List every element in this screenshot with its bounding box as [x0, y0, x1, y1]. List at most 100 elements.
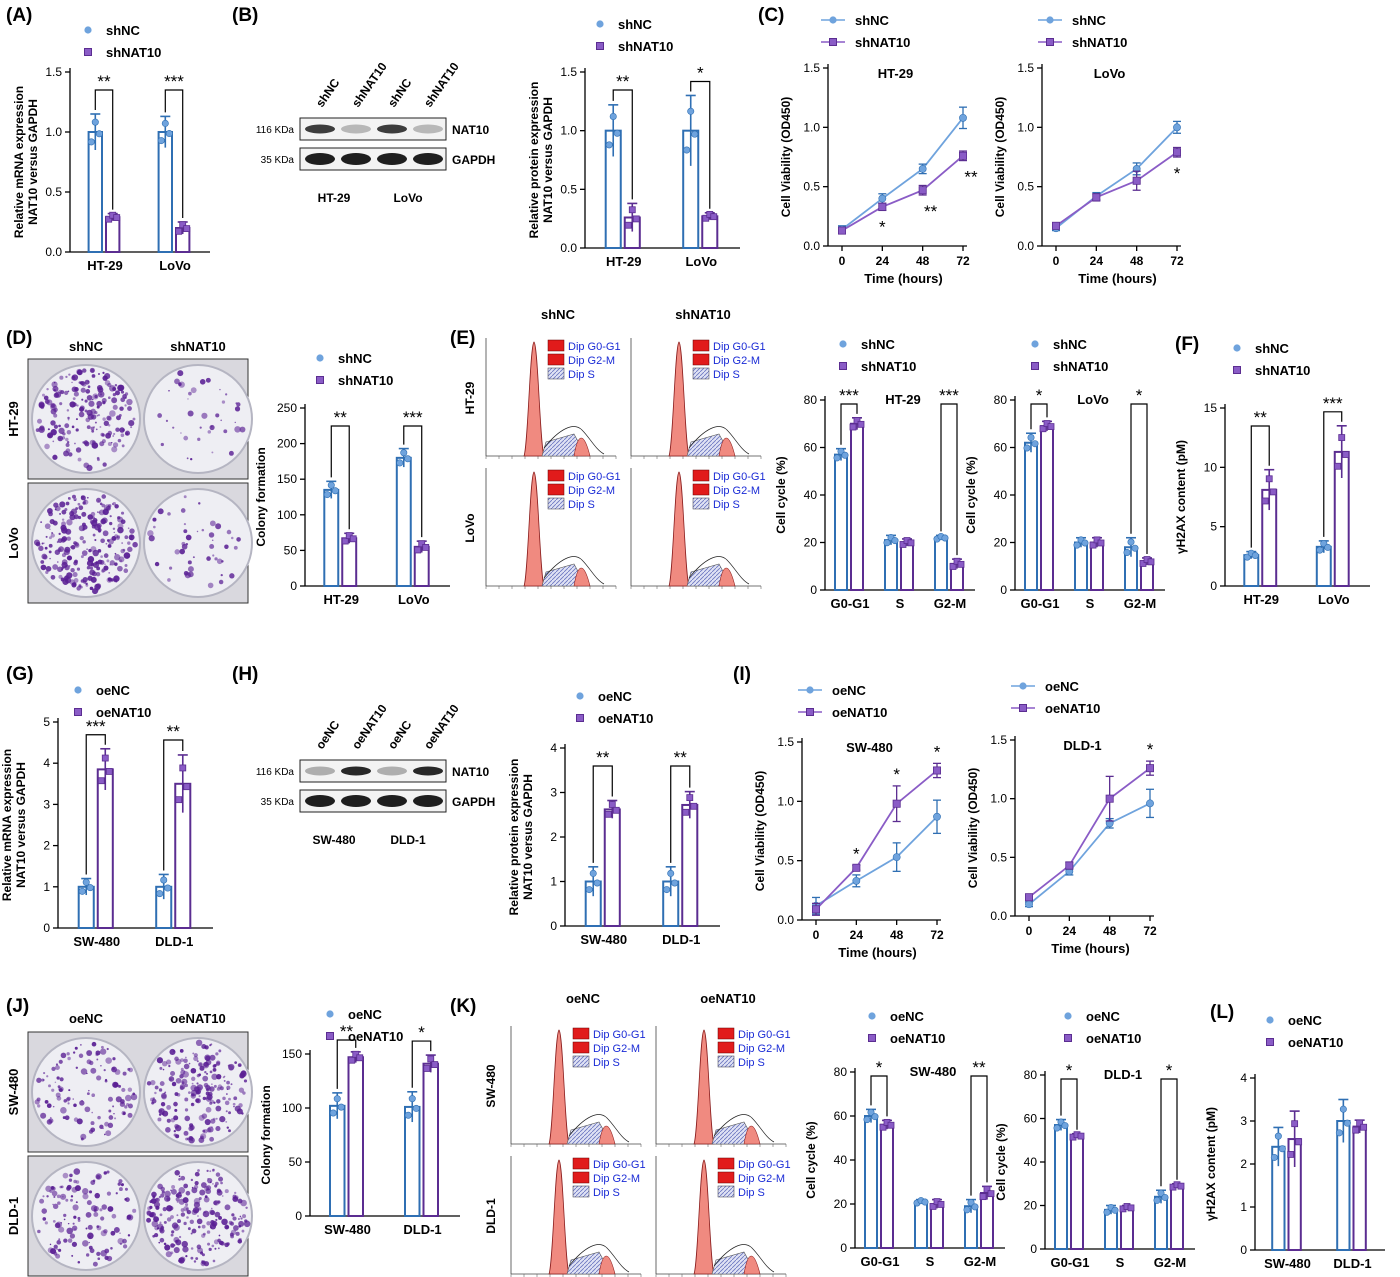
- colony: [201, 1260, 206, 1265]
- colony: [198, 1196, 202, 1201]
- panel-label-a: (A): [6, 5, 32, 26]
- colony: [66, 1227, 74, 1235]
- colony: [209, 543, 215, 549]
- data-point: [78, 887, 86, 895]
- legend-label-treatment: shNAT10: [861, 359, 916, 374]
- significance-label: *: [934, 742, 941, 761]
- data-point: [833, 454, 841, 462]
- colony: [193, 1053, 198, 1058]
- colony: [40, 560, 45, 564]
- colony: [196, 1074, 200, 1078]
- data-point: [105, 215, 113, 223]
- colony: [61, 518, 65, 521]
- colony: [114, 1117, 117, 1120]
- colony: [87, 413, 94, 420]
- significance-label: *: [1066, 1061, 1073, 1080]
- colony: [47, 432, 54, 439]
- colony: [165, 419, 169, 422]
- colony: [64, 390, 69, 395]
- colony: [159, 1081, 165, 1086]
- colony: [33, 539, 40, 546]
- flow-legend-label: Dip G2-M: [568, 485, 615, 497]
- colony: [92, 393, 99, 400]
- data-point: [1111, 1206, 1119, 1214]
- data-point: [1097, 539, 1105, 547]
- colony: [220, 574, 223, 577]
- colony: [65, 501, 70, 506]
- legend-label-treatment: shNAT10: [855, 35, 910, 50]
- colony: [46, 1119, 53, 1125]
- data-point: [404, 1111, 412, 1119]
- data-point: [164, 884, 172, 892]
- bar: [96, 768, 114, 929]
- colony: [181, 541, 186, 546]
- colony: [68, 1178, 73, 1182]
- y-tick-label: 0.5: [990, 850, 1007, 864]
- legend-marker-treatment: [1046, 38, 1054, 46]
- colony: [36, 1097, 41, 1102]
- blot-band: [341, 153, 371, 165]
- legend-label-treatment: shNAT10: [1053, 359, 1108, 374]
- colony: [208, 1247, 212, 1252]
- x-tick-label: S: [1086, 596, 1095, 611]
- y-tick-label: 1.0: [777, 794, 794, 808]
- colony: [238, 1218, 240, 1220]
- colony: [46, 399, 53, 406]
- panel-label-h: (H): [232, 664, 258, 685]
- chart-title: DLD-1: [1063, 738, 1101, 753]
- colony: [185, 1207, 189, 1211]
- colony: [106, 1170, 110, 1174]
- colony: [211, 1126, 213, 1128]
- colony: [215, 1052, 219, 1056]
- colony: [165, 1251, 172, 1258]
- colony: [59, 1185, 62, 1189]
- fit-curve: [543, 426, 605, 455]
- data-point: [841, 451, 849, 459]
- colony: [81, 550, 88, 556]
- flow-legend-swatch: [692, 367, 710, 380]
- colony: [187, 566, 194, 573]
- colony: [225, 1110, 228, 1113]
- legend-marker-treatment: [1064, 1034, 1072, 1042]
- colony: [92, 533, 96, 537]
- colony: [121, 444, 125, 448]
- colony: [114, 552, 117, 555]
- colony: [215, 1117, 218, 1120]
- colony: [94, 394, 98, 399]
- colony: [66, 441, 70, 444]
- y-tick-label: 20: [834, 1197, 848, 1211]
- legend-label-control: shNC: [1053, 337, 1088, 352]
- colony: [187, 560, 192, 565]
- significance-label: **: [972, 1058, 986, 1077]
- colony: [42, 393, 46, 397]
- colony: [185, 1203, 189, 1207]
- colony: [190, 457, 193, 461]
- data-point: [1343, 1119, 1351, 1127]
- colony: [64, 1115, 70, 1121]
- data-point: [1103, 1208, 1111, 1216]
- bar: [1352, 1125, 1367, 1251]
- colony: [125, 432, 129, 436]
- colony: [192, 1207, 200, 1214]
- blot-band: [305, 766, 335, 776]
- data-point: [959, 151, 968, 160]
- series-line: [841, 117, 964, 231]
- colony: [173, 1101, 178, 1107]
- colony: [207, 582, 214, 589]
- blot-band: [305, 124, 335, 134]
- data-point: [1342, 451, 1350, 458]
- colony: [184, 1097, 189, 1102]
- colony: [146, 1217, 152, 1223]
- colony: [121, 1110, 126, 1116]
- colony: [177, 370, 184, 377]
- colony: [52, 1220, 56, 1223]
- colony: [62, 432, 66, 436]
- data-point: [609, 112, 617, 120]
- data-point: [605, 141, 613, 149]
- column-label: oeNC: [566, 991, 601, 1006]
- colony: [173, 1115, 179, 1121]
- row-label: SW-480: [6, 1069, 21, 1116]
- colony: [152, 1234, 156, 1238]
- blot-band: [377, 153, 407, 165]
